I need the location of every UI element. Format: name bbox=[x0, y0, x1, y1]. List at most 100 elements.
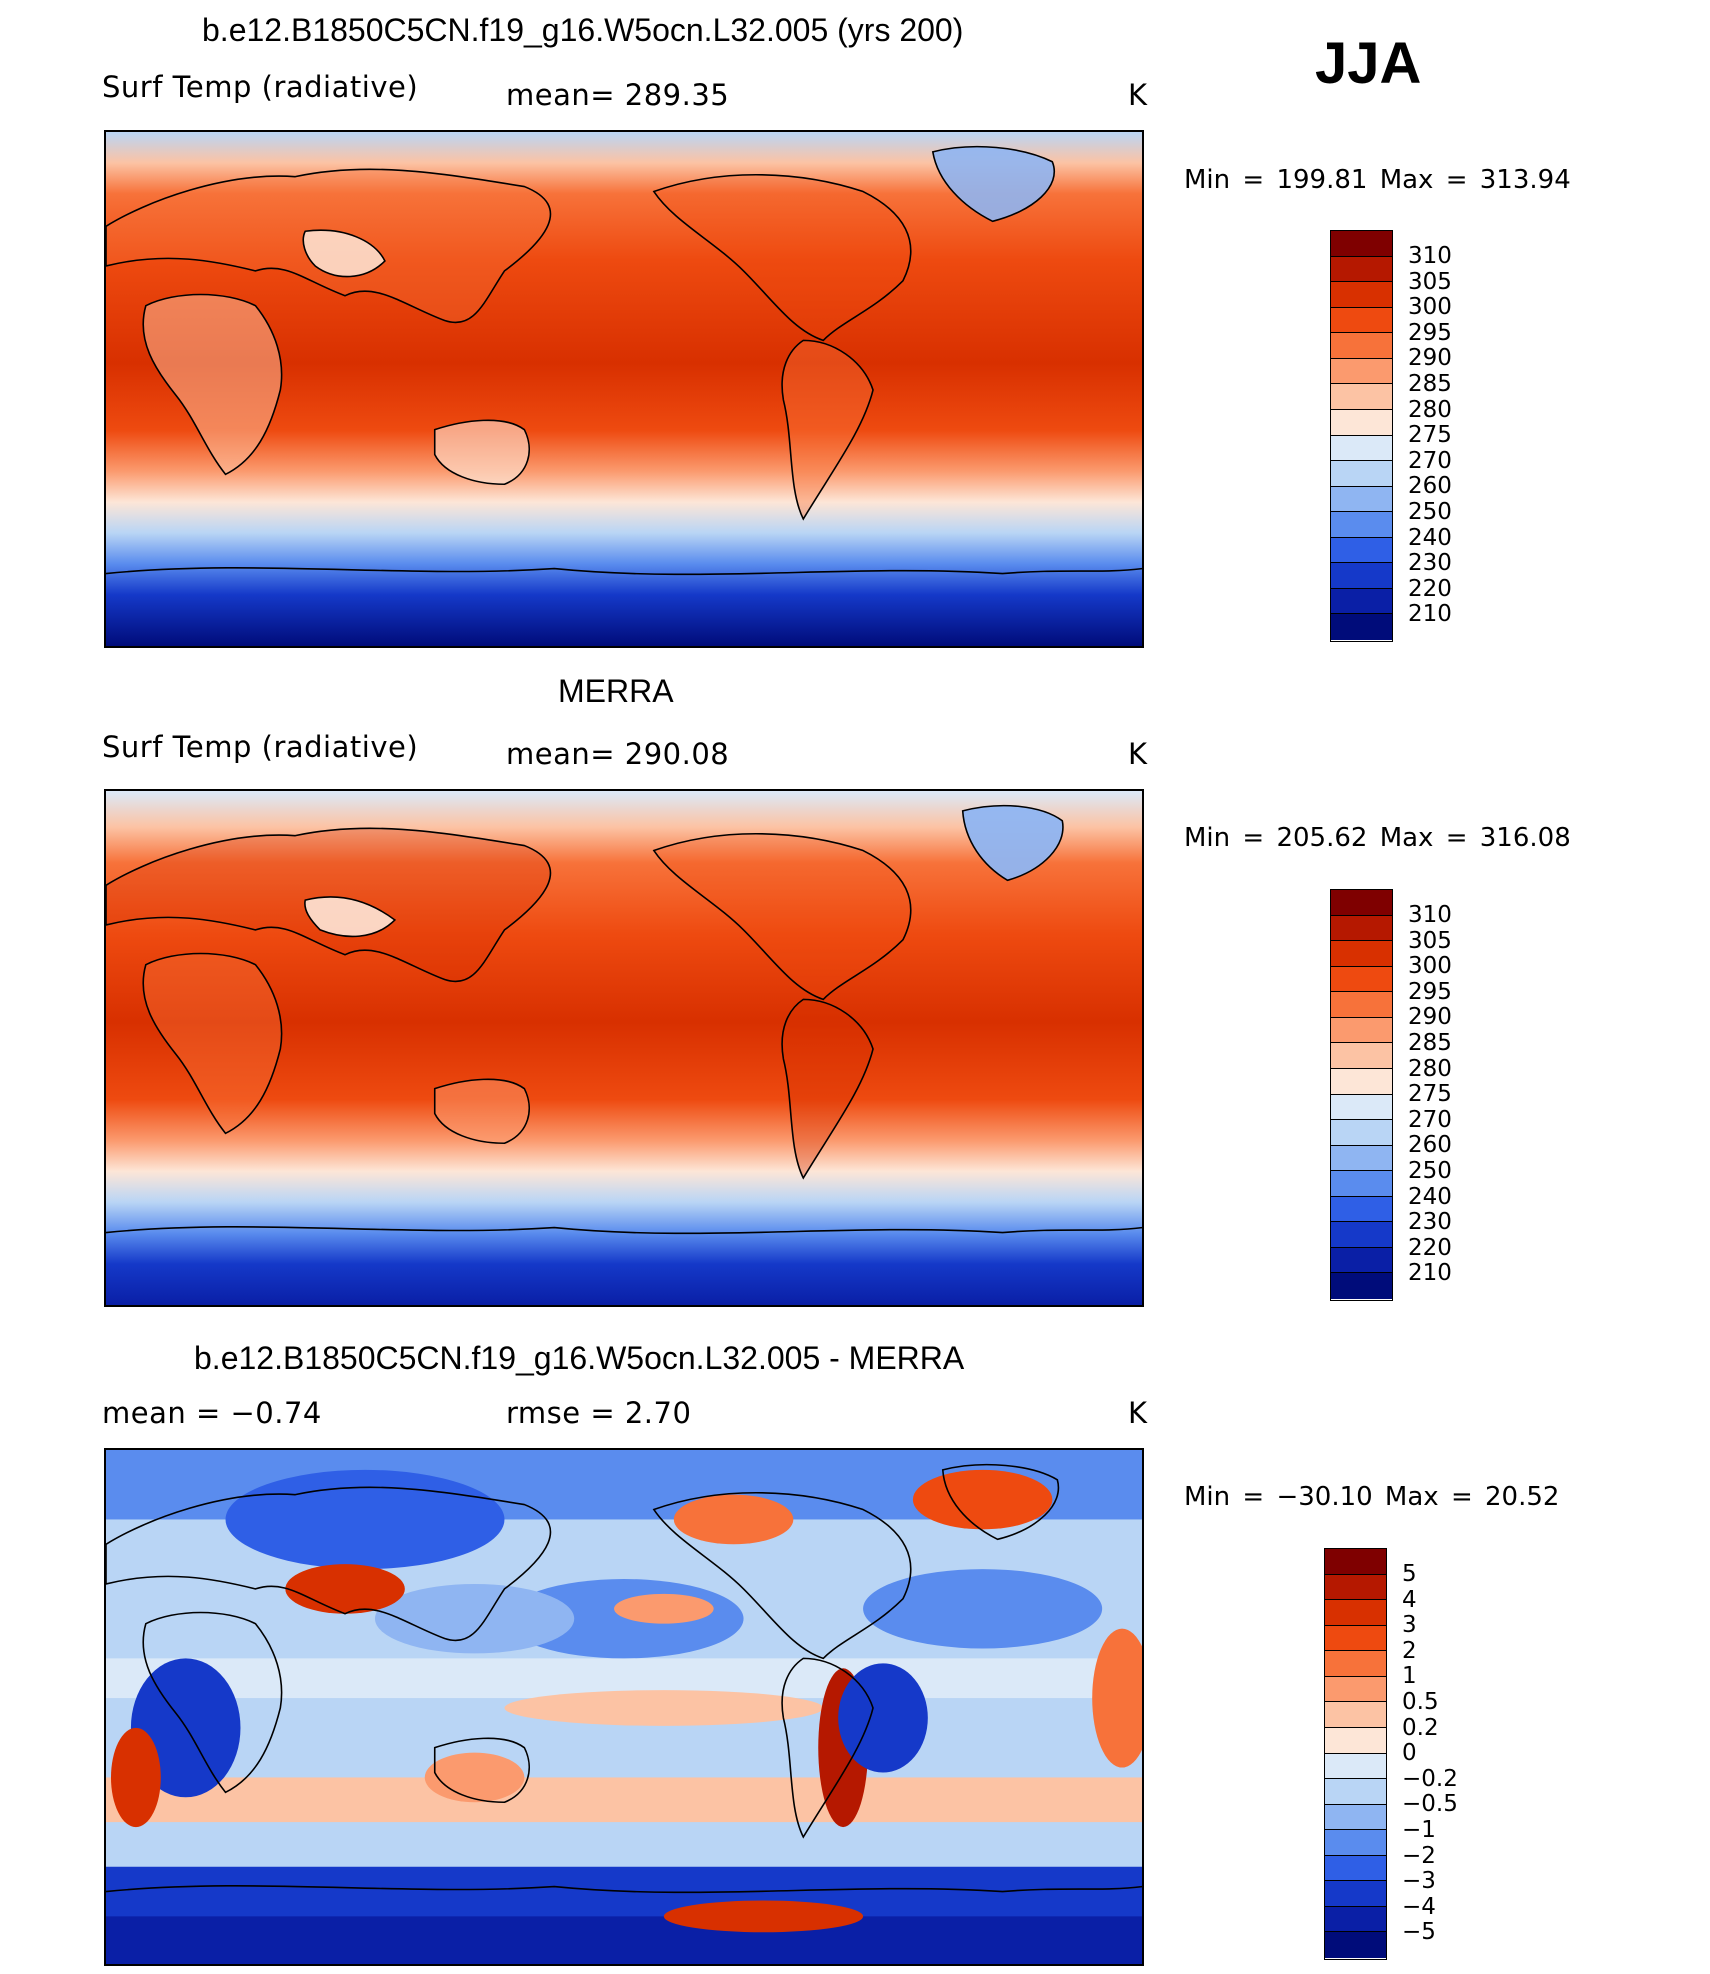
colorbar-tick-label: 275 bbox=[1408, 1081, 1452, 1108]
colorbar-swatch bbox=[1331, 1094, 1392, 1121]
colorbar-swatch bbox=[1331, 282, 1392, 308]
colorbar-swatch bbox=[1331, 966, 1392, 993]
colorbar-tick-label: 280 bbox=[1408, 396, 1452, 423]
colorbar-swatch bbox=[1331, 409, 1392, 436]
colorbar-tick-label: 220 bbox=[1408, 575, 1452, 602]
colorbar-tick-label: 5 bbox=[1402, 1561, 1417, 1587]
colorbar-swatch bbox=[1325, 1830, 1386, 1856]
colorbar-tick-label: 260 bbox=[1408, 1132, 1452, 1159]
colorbar-tick-label: 290 bbox=[1408, 1004, 1452, 1031]
panel2-mean-label: mean= 290.08 bbox=[506, 737, 730, 771]
colorbar-swatch bbox=[1331, 992, 1392, 1018]
colorbar-tick-label: 270 bbox=[1408, 447, 1452, 474]
colorbar-tick-label: 210 bbox=[1408, 1260, 1452, 1287]
panel1-variable-label: Surf Temp (radiative) bbox=[102, 70, 419, 104]
colorbar-swatch bbox=[1331, 588, 1392, 615]
panel2-colorbar-labels: 310 305 300 295 290 285 280 275 270 260 … bbox=[1408, 902, 1452, 1287]
colorbar-tick-label: 280 bbox=[1408, 1055, 1452, 1082]
panel1-colorbar-labels: 310 305 300 295 290 285 280 275 270 260 … bbox=[1408, 243, 1452, 628]
colorbar-tick-label: 3 bbox=[1402, 1612, 1417, 1639]
colorbar-tick-label: 270 bbox=[1408, 1106, 1452, 1133]
colorbar-tick-label: 305 bbox=[1408, 268, 1452, 295]
colorbar-swatch bbox=[1331, 915, 1392, 942]
colorbar-swatch bbox=[1325, 1753, 1386, 1780]
continents-outline bbox=[106, 145, 1142, 576]
colorbar-tick-label: 0.5 bbox=[1402, 1688, 1439, 1715]
colorbar-tick-label: 275 bbox=[1408, 422, 1452, 449]
colorbar-tick-label: 240 bbox=[1408, 524, 1452, 551]
panel2-map bbox=[104, 789, 1144, 1307]
colorbar-swatch bbox=[1331, 1222, 1392, 1248]
colorbar-tick-label: −5 bbox=[1402, 1919, 1436, 1946]
colorbar-swatch bbox=[1325, 1600, 1386, 1626]
colorbar-swatch bbox=[1325, 1702, 1386, 1728]
colorbar-tick-label: 250 bbox=[1408, 1157, 1452, 1184]
panel1-units-label: K bbox=[1128, 78, 1148, 112]
colorbar-tick-label: 310 bbox=[1408, 243, 1452, 269]
panel1-colorbar bbox=[1330, 230, 1393, 642]
colorbar-swatch bbox=[1325, 1727, 1386, 1754]
colorbar-tick-label: 230 bbox=[1408, 550, 1452, 577]
colorbar-tick-label: 1 bbox=[1402, 1663, 1417, 1690]
colorbar-tick-label: 220 bbox=[1408, 1234, 1452, 1261]
colorbar-swatch bbox=[1325, 1906, 1386, 1933]
colorbar-swatch bbox=[1325, 1855, 1386, 1882]
colorbar-swatch bbox=[1331, 941, 1392, 967]
continents-outline bbox=[106, 804, 1142, 1235]
colorbar-tick-label: 4 bbox=[1402, 1586, 1417, 1613]
colorbar-tick-label: −1 bbox=[1402, 1816, 1436, 1843]
colorbar-swatch bbox=[1331, 512, 1392, 538]
colorbar-tick-label: −2 bbox=[1402, 1842, 1436, 1869]
colorbar-tick-label: −3 bbox=[1402, 1868, 1436, 1895]
colorbar-tick-label: 2 bbox=[1402, 1637, 1417, 1664]
colorbar-tick-label: 305 bbox=[1408, 927, 1452, 954]
colorbar-swatch bbox=[1331, 333, 1392, 359]
season-label: JJA bbox=[1315, 31, 1422, 96]
colorbar-swatch bbox=[1331, 1017, 1392, 1044]
panel1-minmax: Min = 199.81 Max = 313.94 bbox=[1184, 165, 1571, 195]
panel2-variable-label: Surf Temp (radiative) bbox=[102, 730, 419, 764]
colorbar-tick-label: 285 bbox=[1408, 1029, 1452, 1056]
panel3-colorbar bbox=[1324, 1548, 1387, 1960]
panel2-units-label: K bbox=[1128, 737, 1148, 771]
colorbar-swatch bbox=[1331, 614, 1392, 640]
colorbar-swatch bbox=[1331, 1068, 1392, 1095]
merra-temperature-map bbox=[106, 791, 1142, 1305]
difference-field bbox=[106, 1450, 1142, 1964]
colorbar-swatch bbox=[1331, 1273, 1392, 1299]
colorbar-tick-label: 310 bbox=[1408, 902, 1452, 928]
panel2-colorbar bbox=[1330, 889, 1393, 1301]
continents-outline bbox=[106, 1463, 1142, 1894]
difference-map bbox=[106, 1450, 1142, 1964]
colorbar-swatch bbox=[1331, 358, 1392, 385]
colorbar-swatch bbox=[1325, 1574, 1386, 1601]
colorbar-swatch bbox=[1331, 537, 1392, 564]
colorbar-swatch bbox=[1325, 1625, 1386, 1652]
colorbar-swatch bbox=[1325, 1549, 1386, 1575]
colorbar-swatch bbox=[1325, 1804, 1386, 1831]
colorbar-tick-label: 300 bbox=[1408, 294, 1452, 321]
colorbar-swatch bbox=[1331, 1145, 1392, 1172]
colorbar-swatch bbox=[1325, 1881, 1386, 1907]
colorbar-swatch bbox=[1331, 1196, 1392, 1223]
panel3-mean-label: mean = −0.74 bbox=[102, 1396, 322, 1430]
panel3-rmse-label: rmse = 2.70 bbox=[506, 1396, 692, 1430]
panel1-title: b.e12.B1850C5CN.f19_g16.W5ocn.L32.005 (y… bbox=[202, 12, 964, 48]
colorbar-tick-label: 0.2 bbox=[1402, 1714, 1439, 1741]
colorbar-swatch bbox=[1331, 1043, 1392, 1069]
colorbar-swatch bbox=[1325, 1779, 1386, 1805]
colorbar-tick-label: −0.5 bbox=[1402, 1791, 1458, 1818]
panel3-colorbar-labels: 5 4 3 2 1 0.5 0.2 0 −0.2 −0.5 −1 −2 −3 −… bbox=[1402, 1561, 1458, 1946]
colorbar-swatch bbox=[1331, 461, 1392, 487]
colorbar-tick-label: 295 bbox=[1408, 978, 1452, 1005]
colorbar-tick-label: 260 bbox=[1408, 473, 1452, 500]
colorbar-tick-label: −0.2 bbox=[1402, 1765, 1458, 1792]
colorbar-tick-label: 250 bbox=[1408, 498, 1452, 525]
colorbar-swatch bbox=[1331, 384, 1392, 410]
colorbar-tick-label: 240 bbox=[1408, 1183, 1452, 1210]
colorbar-swatch bbox=[1325, 1932, 1386, 1958]
colorbar-swatch bbox=[1331, 563, 1392, 589]
colorbar-tick-label: 0 bbox=[1402, 1740, 1417, 1767]
colorbar-swatch bbox=[1331, 307, 1392, 334]
panel3-units-label: K bbox=[1128, 1396, 1148, 1430]
